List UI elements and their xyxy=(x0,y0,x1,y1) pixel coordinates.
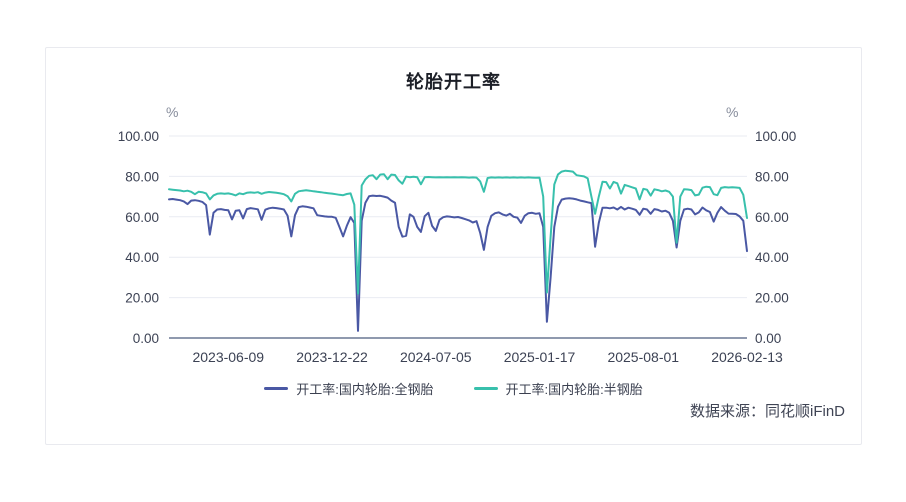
y-axis-tick-label-left: 60.00 xyxy=(125,210,159,225)
legend-item-semi-steel[interactable]: 开工率:国内轮胎:半钢胎 xyxy=(473,379,643,398)
y-axis-unit-left: % xyxy=(166,104,179,120)
y-axis-tick-label-left: 20.00 xyxy=(125,291,159,306)
chart-legend: 开工率:国内轮胎:全钢胎 开工率:国内轮胎:半钢胎 xyxy=(46,379,861,398)
y-axis-tick-label-right: 0.00 xyxy=(755,331,781,346)
y-axis-tick-label-right: 20.00 xyxy=(755,291,789,306)
y-axis-tick-label-right: 100.00 xyxy=(755,129,796,144)
y-axis-tick-label-left: 80.00 xyxy=(125,169,159,184)
legend-line-swatch-full-steel xyxy=(264,387,289,390)
legend-item-full-steel[interactable]: 开工率:国内轮胎:全钢胎 xyxy=(264,379,434,398)
x-axis-tick-label: 2024-07-05 xyxy=(400,349,472,365)
line-chart: 0.00 0.00 20.00 20.00 40.00 40.00 60.00 60.00 80… xyxy=(118,129,797,365)
y-axis-tick-label-right: 40.00 xyxy=(755,250,789,265)
x-axis-tick-label: 2025-01-17 xyxy=(504,349,576,365)
legend-label-full-steel: 开工率:国内轮胎:全钢胎 xyxy=(296,382,434,397)
y-axis-tick-label-left: 40.00 xyxy=(125,250,159,265)
x-axis-tick-label: 2026-02-13 xyxy=(711,349,783,365)
chart-card: 轮胎开工率 % % 0.00 0.00 20.00 20.00 40.00 40.00 60… xyxy=(45,47,862,445)
legend-line-swatch-semi-steel xyxy=(473,387,498,390)
legend-label-semi-steel: 开工率:国内轮胎:半钢胎 xyxy=(505,382,643,397)
x-axis-tick-label: 2023-06-09 xyxy=(192,349,264,365)
y-axis-tick-label-left: 0.00 xyxy=(133,331,159,346)
y-axis-tick-label-right: 60.00 xyxy=(755,210,789,225)
x-axis-tick-label: 2023-12-22 xyxy=(296,349,368,365)
series-line-semi-steel xyxy=(168,169,748,295)
series-line-full-steel xyxy=(168,194,748,332)
chart-title: 轮胎开工率 xyxy=(406,72,501,92)
y-axis-unit-right: % xyxy=(726,104,739,120)
y-axis-tick-label-right: 80.00 xyxy=(755,169,789,184)
y-axis-tick-label-left: 100.00 xyxy=(118,129,159,144)
data-source-note: 数据来源：同花顺iFinD xyxy=(689,403,845,420)
x-axis-tick-label: 2025-08-01 xyxy=(607,349,679,365)
